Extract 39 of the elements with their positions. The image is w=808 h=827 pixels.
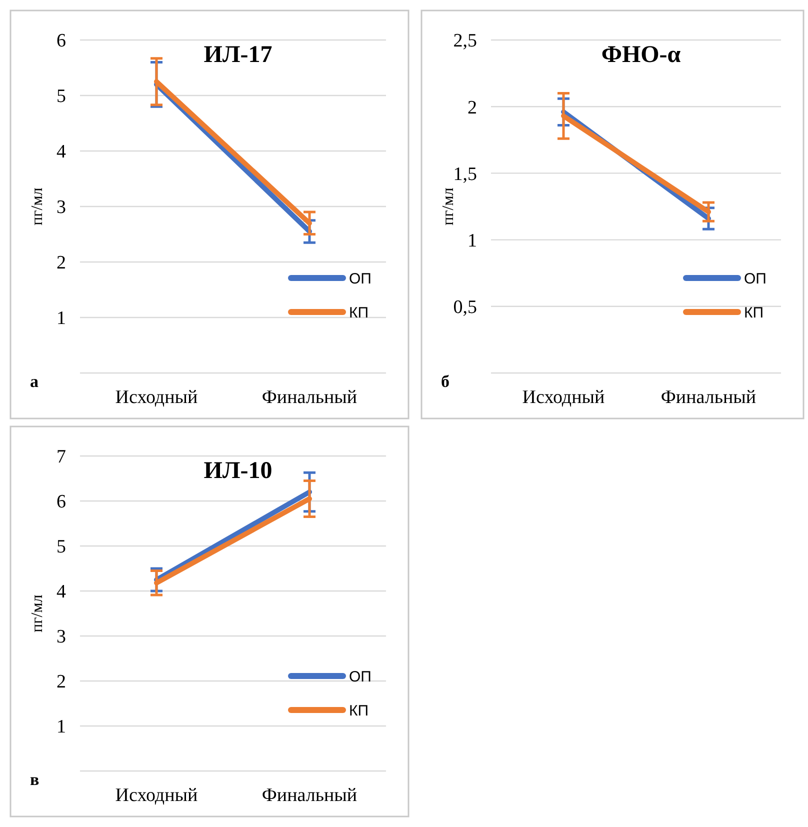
y-tick-label: 2	[56, 672, 66, 693]
legend-label: ОП	[744, 270, 766, 288]
y-tick-label: 1	[56, 716, 66, 738]
x-tick-label: Финальный	[660, 387, 756, 408]
y-tick-label: 1,5	[453, 164, 477, 185]
text: а	[30, 372, 39, 391]
y-tick-label: 4	[56, 142, 66, 163]
chart-title: ИЛ-10	[204, 458, 272, 484]
y-tick-label: 1	[56, 308, 66, 330]
legend-label: КП	[744, 304, 764, 322]
y-tick-label: 1	[468, 230, 477, 252]
legend-label: ОП	[349, 668, 372, 686]
chart-title: ФНО-α	[601, 42, 682, 68]
y-tick-label: 2	[468, 97, 477, 118]
y-tick-label: 7	[56, 446, 66, 468]
x-tick-label: Исходный	[522, 387, 605, 408]
legend-label: ОП	[349, 270, 372, 288]
x-tick-label: Финальный	[262, 785, 358, 806]
y-tick-label: 6	[56, 30, 66, 52]
y-axis-title: пг/мл	[29, 594, 46, 632]
y-tick-label: 4	[56, 582, 66, 603]
y-tick-label: 5	[56, 86, 66, 108]
y-tick-label: 3	[56, 197, 66, 218]
y-tick-label: 2,5	[453, 30, 477, 52]
y-axis-title: пг/мл	[440, 188, 457, 226]
y-tick-label: 0,5	[453, 297, 477, 318]
legend-label: КП	[349, 702, 369, 720]
x-tick-label: Исходный	[115, 785, 198, 806]
y-tick-label: 3	[56, 626, 66, 648]
text: б	[441, 372, 450, 391]
x-tick-label: Финальный	[262, 387, 358, 408]
chart-title: ИЛ-17	[204, 42, 272, 68]
x-tick-label: Исходный	[115, 387, 198, 408]
y-axis-title: пг/мл	[29, 188, 46, 226]
text: в	[30, 770, 40, 789]
y-tick-label: 5	[56, 536, 66, 558]
legend-label: КП	[349, 304, 369, 322]
y-tick-label: 6	[56, 492, 66, 513]
y-tick-label: 2	[56, 252, 66, 274]
